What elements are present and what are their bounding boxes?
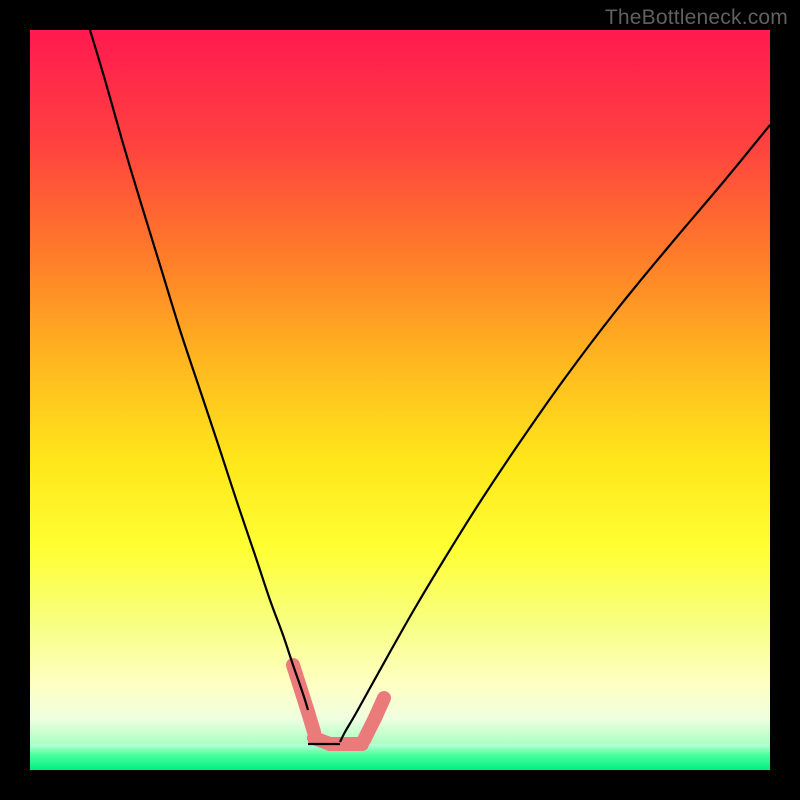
plot-area bbox=[30, 30, 770, 770]
curve-right bbox=[340, 125, 770, 742]
watermark-text: TheBottleneck.com bbox=[605, 6, 788, 30]
valley-marker-segment bbox=[308, 712, 314, 732]
curve-layer bbox=[30, 30, 770, 770]
chart-canvas: TheBottleneck.com bbox=[0, 0, 800, 800]
valley-marker-segment bbox=[375, 698, 384, 718]
curve-left bbox=[90, 30, 308, 710]
